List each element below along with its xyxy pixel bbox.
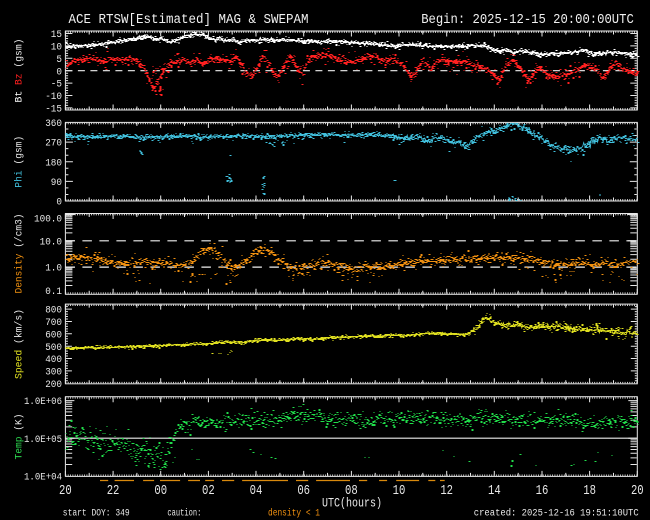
svg-text:300: 300 xyxy=(45,366,62,378)
svg-text:700: 700 xyxy=(45,317,62,329)
svg-text:10: 10 xyxy=(51,42,62,54)
svg-text:caution:: caution: xyxy=(167,508,201,520)
svg-text:density < 1: density < 1 xyxy=(268,508,320,520)
svg-text:90: 90 xyxy=(51,177,62,189)
svg-text:18: 18 xyxy=(583,483,596,499)
svg-text:15: 15 xyxy=(51,29,62,41)
svg-text:1.0E+04: 1.0E+04 xyxy=(24,471,62,483)
svg-text:Begin: 2025-12-15 20:00:00UTC: Begin: 2025-12-15 20:00:00UTC xyxy=(421,13,634,28)
svg-text:14: 14 xyxy=(488,483,501,499)
svg-text:22: 22 xyxy=(107,483,120,499)
svg-text:1.0E+05: 1.0E+05 xyxy=(24,434,62,446)
svg-text:180: 180 xyxy=(45,157,62,169)
svg-text:Temp (K): Temp (K) xyxy=(14,414,26,460)
svg-text:400: 400 xyxy=(45,354,62,366)
svg-text:360: 360 xyxy=(45,118,62,130)
svg-text:600: 600 xyxy=(45,329,62,341)
svg-text:20: 20 xyxy=(59,483,72,499)
svg-text:270: 270 xyxy=(45,138,62,150)
svg-text:1.0: 1.0 xyxy=(45,263,62,275)
svg-text:10.0: 10.0 xyxy=(40,236,62,248)
svg-text:0: 0 xyxy=(56,66,62,78)
svg-text:500: 500 xyxy=(45,342,62,354)
svg-text:Phi (gsm): Phi (gsm) xyxy=(14,136,26,188)
svg-text:08: 08 xyxy=(345,483,358,499)
svg-text:5: 5 xyxy=(56,54,62,66)
svg-text:200: 200 xyxy=(45,379,62,391)
svg-text:16: 16 xyxy=(536,483,549,499)
svg-text:0.1: 0.1 xyxy=(45,286,62,298)
svg-text:100.0: 100.0 xyxy=(34,213,62,225)
svg-text:02: 02 xyxy=(202,483,215,499)
svg-text:0: 0 xyxy=(56,197,62,209)
svg-text:-10: -10 xyxy=(45,91,62,103)
svg-text:Density (/cm3): Density (/cm3) xyxy=(14,214,26,294)
svg-text:00: 00 xyxy=(154,483,167,499)
svg-text:04: 04 xyxy=(250,483,263,499)
svg-text:1.0E+06: 1.0E+06 xyxy=(24,396,62,408)
svg-text:-5: -5 xyxy=(51,79,62,91)
svg-text:12: 12 xyxy=(440,483,453,499)
svg-text:Bt Bz (gsm): Bt Bz (gsm) xyxy=(14,39,26,103)
svg-text:ACE RTSW[Estimated] MAG & SWEP: ACE RTSW[Estimated] MAG & SWEPAM xyxy=(69,13,309,28)
svg-text:start DOY: 349: start DOY: 349 xyxy=(63,509,130,520)
svg-text:20: 20 xyxy=(631,483,644,499)
svg-text:-15: -15 xyxy=(45,103,62,115)
svg-text:UTC(hours): UTC(hours) xyxy=(322,496,382,511)
svg-text:Speed (km/s): Speed (km/s) xyxy=(14,309,26,379)
svg-text:06: 06 xyxy=(297,483,310,499)
svg-text:10: 10 xyxy=(393,483,406,499)
svg-text:800: 800 xyxy=(45,305,62,317)
svg-text:created: 2025-12-16 19:51:10UT: created: 2025-12-16 19:51:10UTC xyxy=(474,507,639,519)
